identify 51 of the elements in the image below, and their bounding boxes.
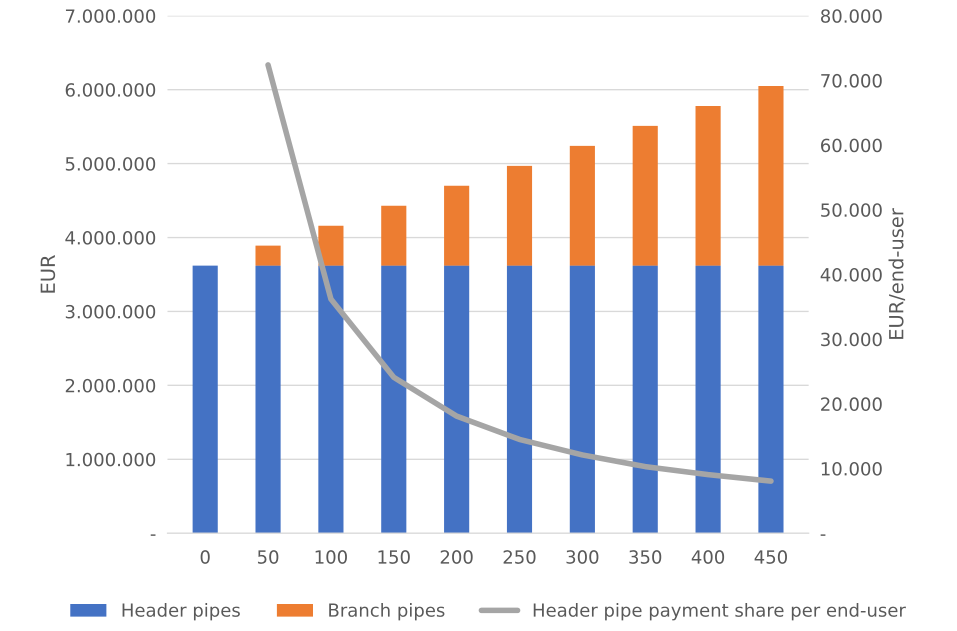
y-tick-label: - bbox=[150, 534, 156, 536]
bar bbox=[696, 106, 721, 266]
y-tick-label: 2.000.000 bbox=[66, 378, 156, 392]
x-tick-label: 150 bbox=[378, 550, 410, 564]
bar bbox=[758, 266, 784, 534]
y2-tick-label: 20.000 bbox=[821, 397, 882, 411]
y-tick-label: 5.000.000 bbox=[66, 157, 156, 171]
y-tick-label: 4.000.000 bbox=[65, 230, 156, 245]
x-tick-label: 200 bbox=[440, 550, 473, 564]
y2-tick-label: 70.000 bbox=[821, 74, 882, 88]
x-tick-label: 450 bbox=[754, 550, 787, 564]
y2-tick-label: 80.000 bbox=[821, 9, 882, 23]
y2-tick-label: 60.000 bbox=[821, 138, 882, 152]
bar bbox=[255, 246, 281, 266]
y-tick-label: 3.000.000 bbox=[66, 304, 156, 319]
bar bbox=[318, 266, 344, 534]
bar bbox=[506, 266, 532, 534]
x-tick-label: 100 bbox=[316, 550, 347, 564]
bar bbox=[318, 226, 344, 266]
y2-tick-label: - bbox=[820, 534, 826, 536]
y-tick-label: 6.000.000 bbox=[66, 83, 156, 97]
bar bbox=[444, 266, 470, 534]
bar bbox=[570, 266, 595, 534]
x-tick-label: 400 bbox=[692, 550, 724, 564]
y2-tick-label: 30.000 bbox=[821, 332, 882, 346]
bar bbox=[758, 86, 784, 266]
legend-label: Header pipes bbox=[122, 602, 240, 620]
bar bbox=[381, 206, 406, 266]
bar bbox=[696, 266, 721, 534]
bar bbox=[570, 146, 595, 266]
legend-label: Branch pipes bbox=[329, 602, 444, 620]
bar bbox=[444, 186, 470, 266]
x-tick-label: 50 bbox=[258, 550, 278, 564]
y2-tick-label: 40.000 bbox=[820, 268, 882, 282]
bar bbox=[632, 126, 658, 266]
legend-label: Header pipe payment share per end-user bbox=[534, 602, 906, 620]
bar bbox=[632, 266, 658, 534]
bar bbox=[255, 266, 281, 534]
y2-axis-title: EUR/end-user bbox=[888, 208, 906, 339]
y-tick-label: 1.000.000 bbox=[66, 452, 156, 466]
bar bbox=[192, 266, 218, 534]
x-tick-label: 0 bbox=[200, 550, 210, 564]
x-tick-label: 250 bbox=[504, 550, 536, 564]
y-axis-title: EUR bbox=[40, 255, 56, 293]
bar bbox=[381, 266, 406, 534]
x-tick-label: 350 bbox=[629, 550, 662, 564]
y-tick-label: 7.000.000 bbox=[66, 9, 156, 23]
y2-tick-label: 50.000 bbox=[821, 203, 882, 217]
y2-tick-label: 10.000 bbox=[822, 462, 882, 476]
x-tick-label: 300 bbox=[566, 550, 598, 564]
bar bbox=[506, 166, 532, 266]
